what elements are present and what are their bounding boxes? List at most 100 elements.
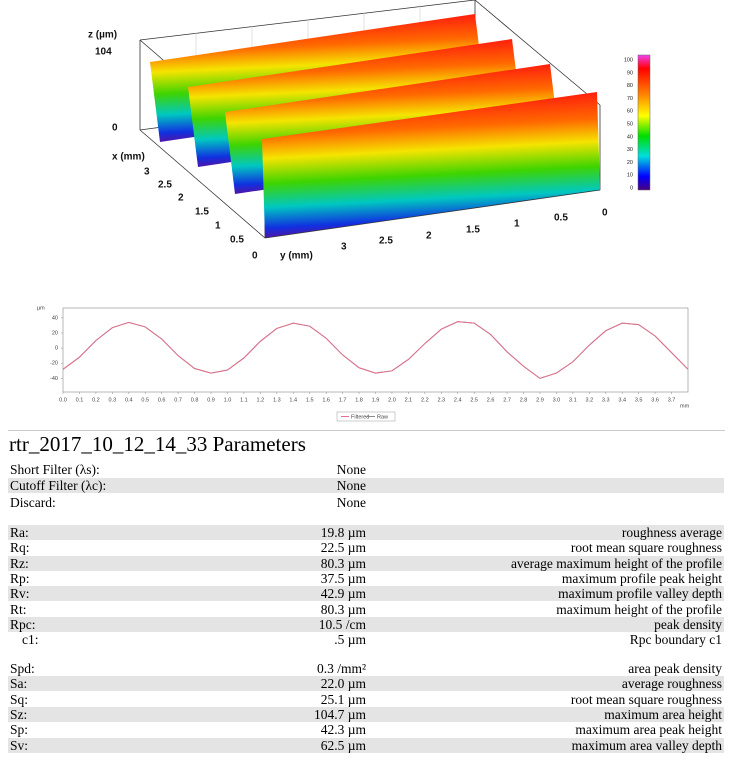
param-name: Short Filter (λs): [10,462,100,477]
x-tick-label: 1.7 [339,397,347,403]
y-tick-label: 20 [52,330,58,336]
x-tick-label: 2 [178,193,184,204]
x-tick-label: 0.7 [174,397,182,403]
param-name: Rp: [10,570,30,586]
y-tick-label: 0 [55,346,58,352]
x-tick-label: 1.5 [195,207,209,218]
surface-ridges [150,14,600,238]
param-value: None [336,478,366,494]
param-name: Rz: [10,555,29,571]
profile-chart: µm mm 40 20 0 -20 -40 0.0 0.1 0.2 0.3 0.4 0.5 0.6 0.… [37,305,690,422]
x-tick-label: 0.5 [230,235,244,246]
colorbar-tick-label: 10 [627,173,633,179]
colorbar-tick-label: 0 [630,185,633,191]
x-tick-label: 0.2 [92,397,100,403]
param-description: root mean square roughness [570,691,722,707]
param-row: Sq: 25.1 µm root mean square roughness [8,692,724,707]
separator [8,430,725,431]
param-name: Discard: [10,494,56,510]
param-row: Rpc: 10.5 /cm peak density [8,616,724,632]
param-description: peak density [654,616,722,632]
param-name: Sz: [10,706,28,722]
param-value: None [336,494,366,510]
x-tick-label: 3.7 [668,397,676,403]
report-title: rtr_2017_10_12_14_33 Parameters [9,432,306,456]
param-name: Rv: [10,586,30,602]
y-tick-label: 0 [602,208,608,219]
y-tick-label: 1 [514,219,520,230]
x-tick-label: 3.0 [553,397,561,403]
colorbar-tick-label: 50 [627,121,633,127]
param-description: average roughness [621,676,722,692]
x-tick-label: 2.4 [454,397,462,403]
param-row: Sz: 104.7 µm maximum area height [8,706,724,722]
colorbar-tick-label: 20 [627,160,633,166]
param-value: 37.5 µm [320,570,366,586]
x-tick-label: 1.8 [355,397,363,403]
x-tick-label: 2.7 [503,397,511,403]
param-description: average maximum height of the profile [510,555,722,571]
param-value: 42.3 µm [320,722,366,738]
param-row: Discard: None [8,495,724,510]
y-tick-label: 2.5 [379,236,393,247]
param-description: maximum height of the profile [556,601,722,617]
param-description: roughness average [621,525,722,540]
param-row: Spd: 0.3 /mm² area peak density [8,661,724,676]
x-tick-label: 1.9 [372,397,380,403]
param-row: Rq: 22.5 µm root mean square roughness [8,540,724,555]
param-row: Sv: 62.5 µm maximum area valley depth [8,737,724,753]
x-tick-label: 3.2 [585,397,593,403]
plot-front-edges [139,129,601,239]
y-tick-label: 2 [426,231,432,242]
x-tick-label: 1.5 [306,397,314,403]
param-description: maximum profile peak height [561,570,722,586]
x-tick-label: 0.6 [158,397,166,403]
x-tick-label: 3.5 [635,397,643,403]
param-value: 22.5 µm [320,540,366,556]
param-value: None [336,462,366,477]
y-tick-label: -40 [50,376,58,382]
x-tick-label: 0.5 [141,397,149,403]
param-row: Short Filter (λs): None [8,462,724,477]
param-description: area peak density [628,661,722,676]
param-name: Rq: [10,540,30,556]
legend-label: Raw [377,414,388,420]
param-name: Rt: [10,601,27,617]
colorbar-tick-label: 100 [624,57,633,63]
x-tick-label: 1.1 [240,397,248,403]
param-name: Rpc: [10,616,36,632]
x-tick-label: 2.6 [487,397,495,403]
y-tick-label: 0.5 [554,213,568,224]
param-name: Spd: [10,661,35,676]
legend-label: Filtered [351,414,369,420]
param-value: 19.8 µm [320,525,366,540]
param-name: c1: [22,632,39,648]
param-value: 22.0 µm [320,676,366,692]
x-tick-label: 1.3 [273,397,281,403]
z-tick-label: 104 [95,47,112,58]
x-tick-label: 2.1 [405,397,413,403]
param-row: Rz: 80.3 µm average maximum height of the … [8,555,724,571]
param-value: 0.3 /mm² [316,661,366,676]
x-tick-label: 1.2 [257,397,265,403]
y-tick-label: 40 [52,315,58,321]
y-axis-label: y (mm) [280,251,313,262]
param-description: maximum area peak height [575,722,722,738]
colorbar-tick-label: 30 [627,147,633,153]
legend [336,411,396,422]
x-tick-label: 2.5 [470,397,478,403]
colorbar [637,54,651,191]
x-tick-label: 0.1 [76,397,84,403]
y-tick-label: -20 [50,361,58,367]
y-axis-label: µm [37,305,45,311]
z-axis-label: z (µm) [88,30,117,41]
x-tick-label: 1.6 [322,397,330,403]
x-tick-label: 3 [144,167,150,178]
x-tick-label: 2.8 [520,397,528,403]
x-tick-label: 0.3 [109,397,117,403]
x-tick-label: 2.0 [388,397,396,403]
param-name: Ra: [10,525,29,540]
param-name: Cutoff Filter (λc): [10,478,107,494]
param-value: 42.9 µm [320,586,366,602]
